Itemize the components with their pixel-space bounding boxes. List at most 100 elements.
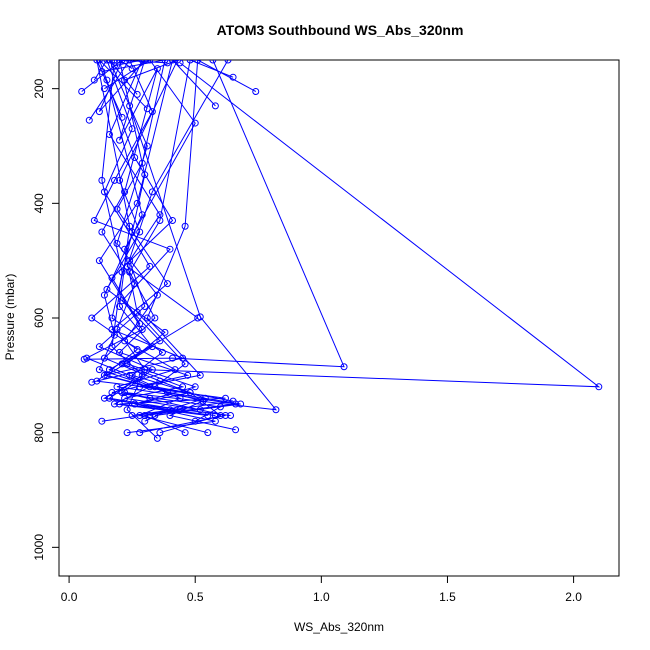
- data-point: [186, 60, 194, 64]
- data-point: [141, 171, 149, 179]
- y-tick-label: 200: [32, 78, 46, 98]
- series-line-15: [120, 60, 229, 411]
- data-point: [146, 60, 154, 64]
- data-point: [93, 60, 101, 64]
- data-point: [110, 60, 118, 64]
- data-point: [138, 211, 146, 219]
- data-point: [118, 60, 126, 64]
- data-point: [191, 383, 199, 391]
- data-point: [595, 383, 603, 391]
- data-point: [98, 417, 106, 425]
- data-point: [100, 85, 108, 93]
- data-point: [141, 366, 149, 374]
- data-point: [103, 371, 111, 379]
- data-point: [95, 343, 103, 351]
- series-line-20: [96, 60, 208, 416]
- data-point: [123, 406, 131, 414]
- data-point: [116, 348, 124, 356]
- series-line-14: [111, 60, 231, 416]
- data-point: [141, 303, 149, 311]
- data-point: [148, 188, 156, 196]
- data-point: [116, 303, 124, 311]
- data-point: [211, 411, 219, 419]
- data-point: [232, 426, 240, 434]
- data-point: [221, 394, 229, 402]
- data-point: [113, 239, 121, 247]
- series-line-9: [85, 60, 241, 416]
- data-point: [181, 222, 189, 230]
- data-point: [126, 222, 134, 230]
- data-point: [148, 343, 156, 351]
- data-point: [184, 371, 192, 379]
- series-line-11: [119, 60, 257, 416]
- data-point: [209, 60, 217, 64]
- data-point: [90, 76, 98, 84]
- data-point: [166, 406, 174, 414]
- data-point: [90, 217, 98, 225]
- data-point: [163, 280, 171, 288]
- x-tick-label: 1.0: [313, 590, 330, 604]
- data-point: [121, 389, 129, 397]
- y-tick-label: 800: [32, 422, 46, 442]
- data-point: [133, 308, 141, 316]
- data-point: [105, 60, 113, 64]
- data-point: [191, 417, 199, 425]
- series-line-19: [98, 79, 172, 422]
- series-line-13: [104, 60, 234, 416]
- data-point: [110, 176, 118, 184]
- data-point: [131, 153, 139, 161]
- data-point: [110, 331, 118, 339]
- y-tick-label: 1000: [32, 534, 46, 561]
- data-point: [143, 314, 151, 322]
- data-point: [156, 429, 164, 437]
- data-point: [224, 60, 232, 64]
- data-point: [88, 314, 96, 322]
- data-point: [166, 245, 174, 253]
- data-point: [143, 142, 151, 150]
- data-point: [148, 108, 156, 116]
- axes-group: 0.0 0.5 1.0 1.5 2.0 200 400 600 800 1000: [32, 59, 620, 604]
- data-point: [118, 113, 126, 121]
- data-point: [116, 60, 124, 64]
- data-point: [163, 60, 171, 67]
- data-point: [128, 65, 136, 73]
- data-point: [78, 88, 86, 96]
- data-point: [229, 397, 237, 405]
- data-point: [181, 429, 189, 437]
- data-point: [113, 205, 121, 213]
- data-point: [156, 337, 164, 345]
- data-point: [204, 411, 212, 419]
- data-point: [138, 60, 146, 64]
- series-line-7: [109, 60, 236, 434]
- data-point: [176, 60, 184, 67]
- data-point: [227, 411, 235, 419]
- data-point: [179, 383, 187, 391]
- data-point: [146, 262, 154, 270]
- data-point: [181, 360, 189, 368]
- data-point: [93, 377, 101, 385]
- data-point: [95, 108, 103, 116]
- data-point: [103, 60, 111, 64]
- data-point: [113, 383, 121, 391]
- y-tick-label: 400: [32, 193, 46, 213]
- series-line-5: [98, 60, 226, 434]
- data-point: [85, 116, 93, 124]
- data-point: [133, 90, 141, 98]
- data-point: [252, 88, 260, 96]
- series-line-12: [101, 60, 181, 422]
- x-tick-label: 0.5: [187, 590, 204, 604]
- data-point: [146, 394, 154, 402]
- data-point: [131, 377, 139, 385]
- data-point: [136, 429, 144, 437]
- data-point: [196, 406, 204, 414]
- data-point: [110, 400, 118, 408]
- plot-area: [78, 60, 603, 442]
- data-point: [211, 102, 219, 110]
- data-point: [100, 394, 108, 402]
- series-group: [78, 60, 603, 442]
- y-axis-label: Pressure (mbar): [3, 274, 17, 361]
- x-tick-label: 2.0: [565, 590, 582, 604]
- data-point: [340, 363, 348, 371]
- data-point: [153, 291, 161, 299]
